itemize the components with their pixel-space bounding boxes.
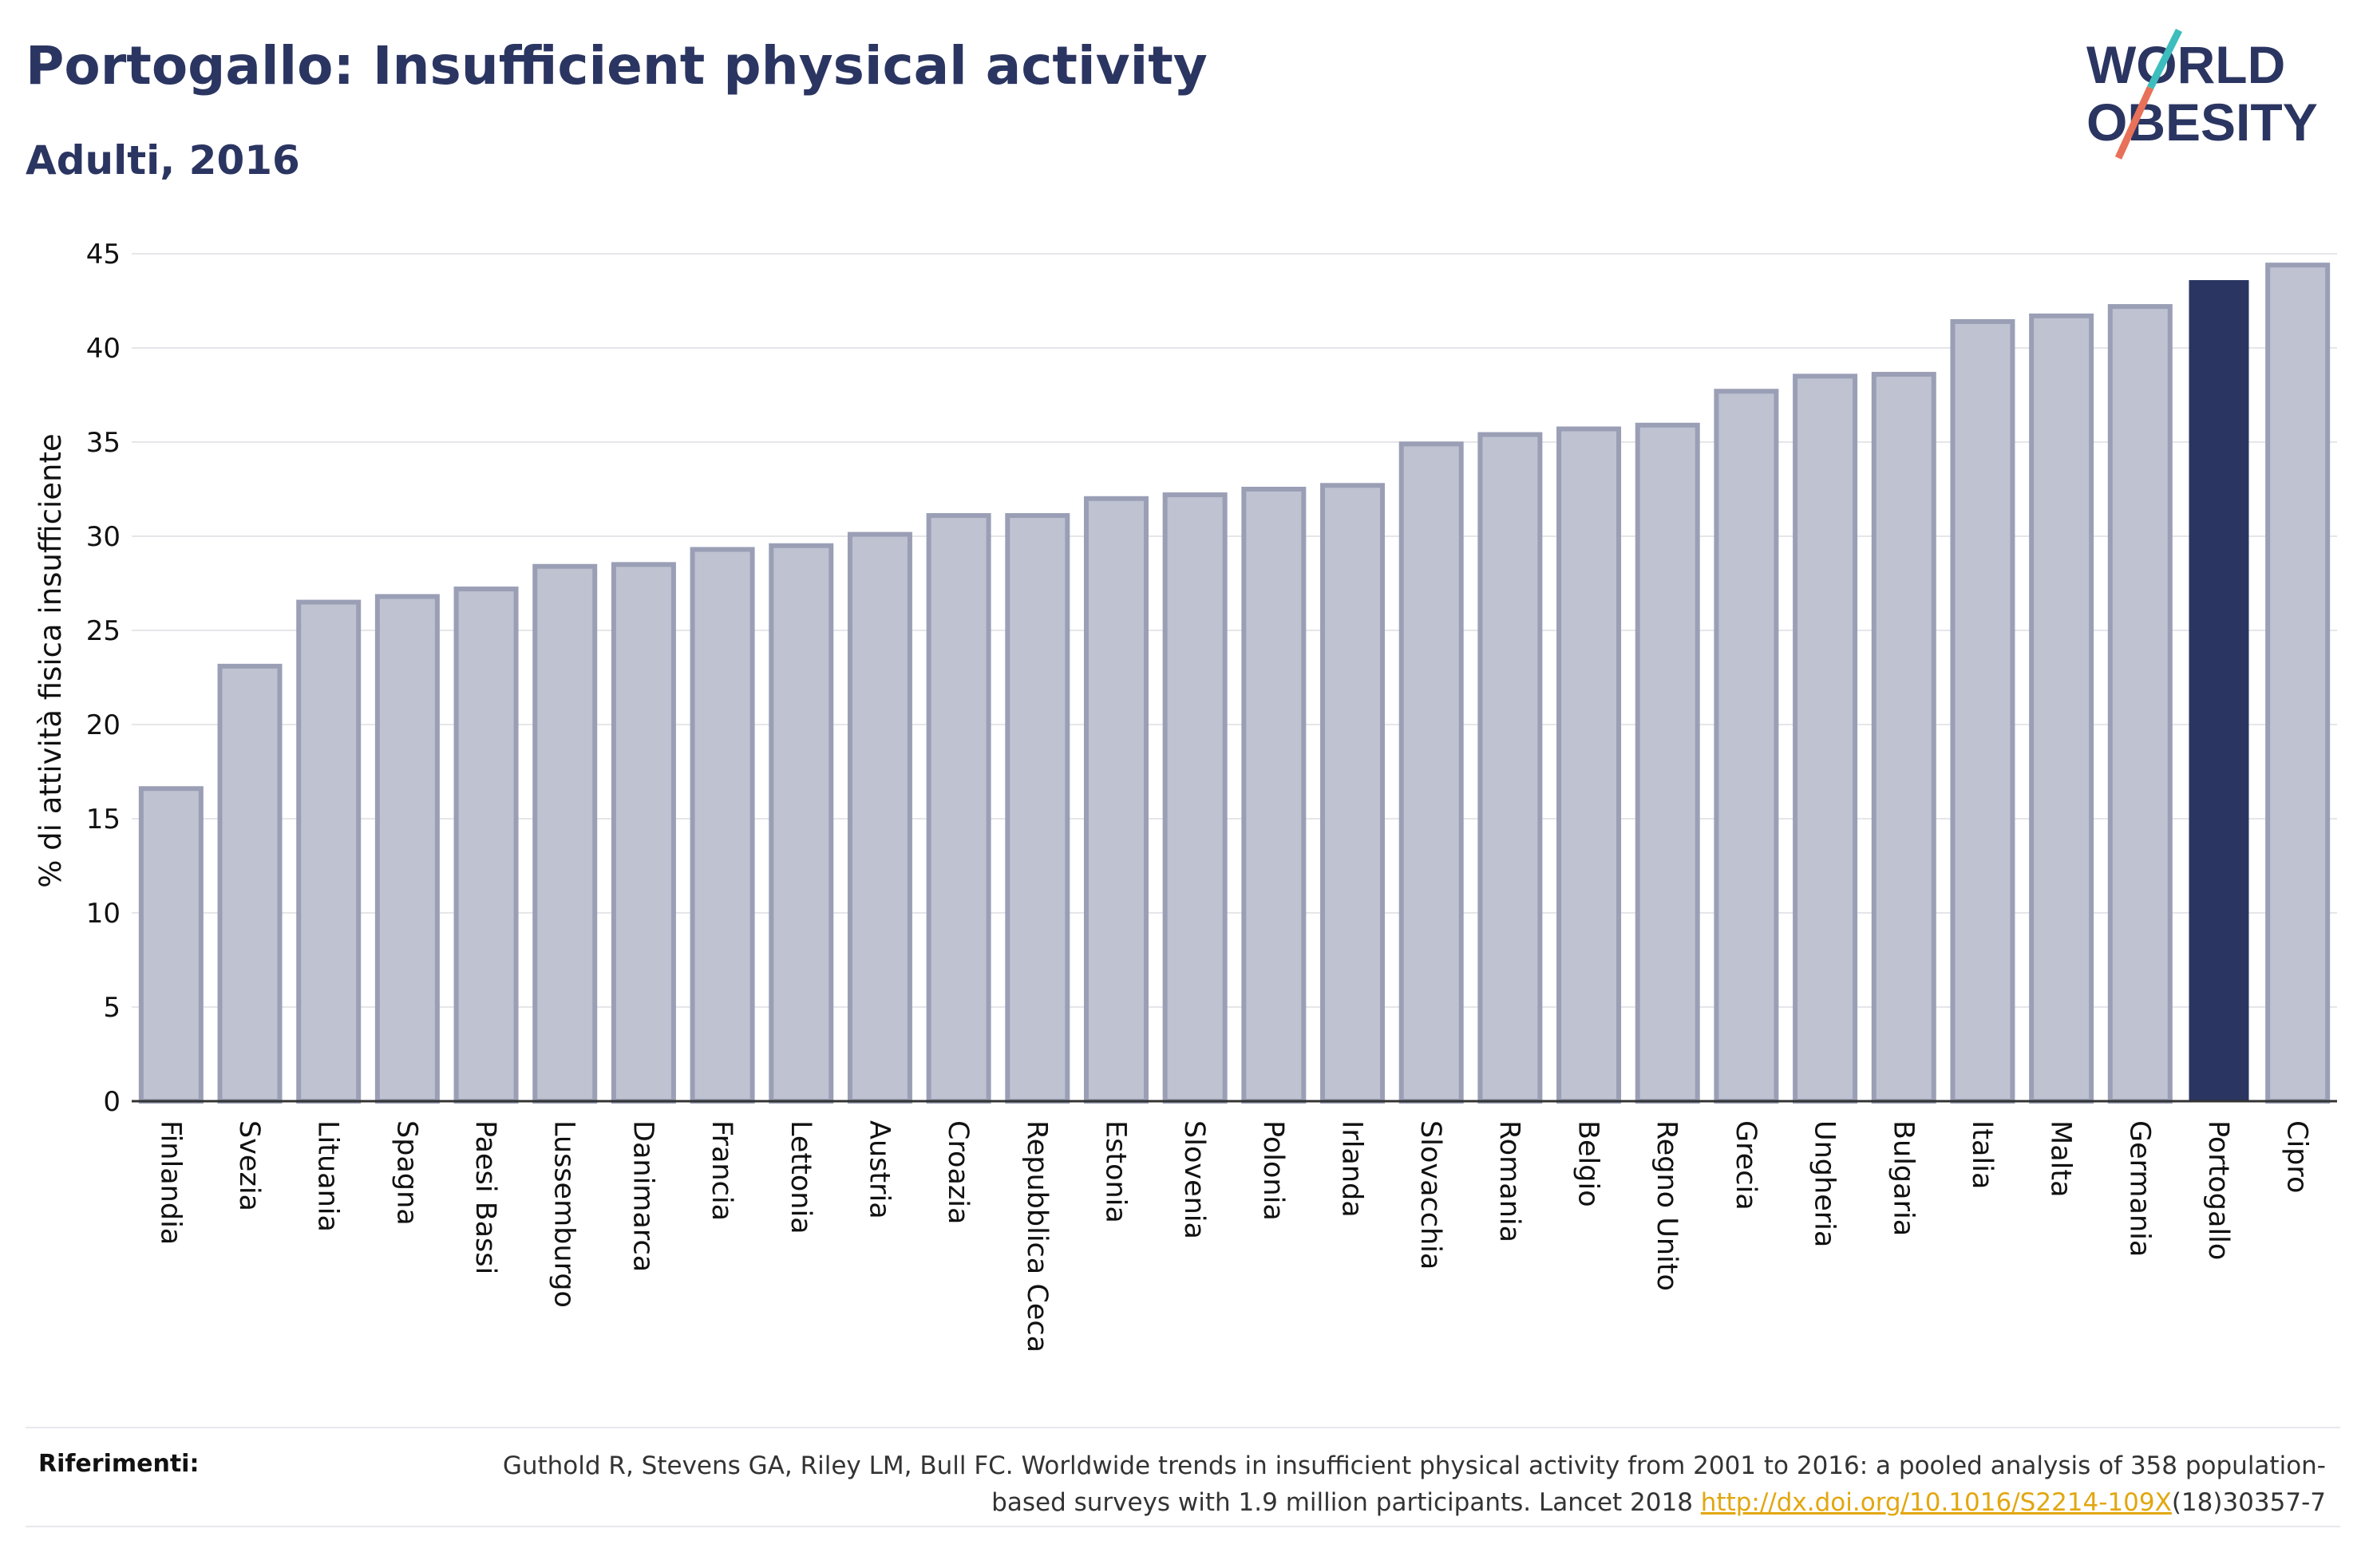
bar-danimarca: [611, 562, 676, 1104]
x-tick-label: Regno Unito: [1651, 1120, 1683, 1291]
bar-belgio: [1556, 426, 1622, 1104]
y-tick-label: 40: [86, 333, 121, 365]
x-tick-label: Belgio: [1572, 1120, 1604, 1207]
y-tick-label: 5: [103, 992, 121, 1024]
x-tick-label: Croazia: [942, 1120, 974, 1224]
bar-croazia: [926, 513, 991, 1104]
bar-finlandia: [138, 786, 204, 1104]
references-citation-suffix: (18)30357-7: [2171, 1488, 2326, 1517]
x-tick-label: Cipro: [2281, 1120, 2313, 1193]
bar-chart: 0 5 10 15 20 25 30 35 40 45 Finlandia Svezia Lituan…: [34, 239, 2337, 1353]
bar-slovacchia: [1398, 441, 1464, 1104]
bar-irlanda: [1320, 483, 1386, 1104]
x-tick-label: Germania: [2123, 1120, 2155, 1257]
x-tick-label: Irlanda: [1336, 1120, 1368, 1218]
bar-ungheria: [1793, 373, 1858, 1104]
x-tick-label: Danimarca: [627, 1120, 658, 1272]
references-doi-link[interactable]: http://dx.doi.org/10.1016/S2214-109X: [1700, 1488, 2172, 1517]
bar-regno-unito: [1635, 422, 1700, 1104]
logo-slash-teal: [2146, 28, 2183, 90]
bar-romania: [1477, 432, 1543, 1104]
x-tick-label: Slovacchia: [1414, 1120, 1446, 1270]
x-tick-label: Spagna: [390, 1120, 422, 1226]
bar-polonia: [1241, 487, 1307, 1104]
y-axis-label: % di attività fisica insufficiente: [34, 433, 68, 888]
x-tick-label: Estonia: [1099, 1120, 1131, 1223]
x-tick-label: Austria: [863, 1120, 895, 1219]
bar-germania: [2107, 304, 2173, 1104]
chart-title: Portogallo: Insufficient physical activi…: [26, 35, 1208, 97]
references-citation: Guthold R, Stevens GA, Riley LM, Bull FC…: [502, 1451, 2326, 1517]
x-tick-label: Ungheria: [1809, 1120, 1841, 1247]
bar-slovenia: [1162, 492, 1228, 1104]
y-tick-label: 20: [86, 709, 121, 741]
bar-lettonia: [769, 543, 834, 1104]
x-tick-label: Slovenia: [1178, 1120, 1210, 1239]
x-tick-label: Lettonia: [785, 1120, 817, 1234]
x-tick-label: Portogallo: [2202, 1120, 2234, 1260]
bar-estonia: [1083, 496, 1149, 1104]
references-text: Guthold R, Stevens GA, Riley LM, Bull FC…: [490, 1448, 2326, 1521]
x-tick-label: Malta: [2045, 1120, 2077, 1198]
bar-grecia: [1714, 389, 1779, 1104]
bar-repubblica-ceca: [1005, 513, 1070, 1104]
x-tick-label: Romania: [1493, 1120, 1525, 1242]
x-tick-label: Svezia: [233, 1120, 265, 1211]
x-tick-label: Finlandia: [154, 1120, 186, 1245]
x-tick-label: Repubblica Ceca: [1021, 1120, 1053, 1353]
bar-svezia: [217, 663, 283, 1104]
bar-bulgaria: [1871, 372, 1936, 1104]
chart-subtitle: Adulti, 2016: [26, 137, 300, 184]
x-tick-labels: Finlandia Svezia Lituania Spagna Paesi Bassi…: [154, 1120, 2312, 1353]
bar-francia: [690, 547, 755, 1104]
bar-paesi-bassi: [453, 587, 519, 1104]
y-tick-label: 30: [86, 521, 121, 553]
x-tick-label: Lituania: [312, 1120, 344, 1232]
bar-cipro: [2265, 263, 2331, 1104]
world-obesity-logo: WORLD OBESITY: [2086, 28, 2318, 160]
footer-divider-top: [26, 1427, 2340, 1428]
x-tick-label: Francia: [706, 1120, 738, 1221]
y-tick-label: 35: [86, 427, 121, 459]
references-label: Riferimenti:: [38, 1450, 200, 1478]
y-tick-label: 15: [86, 804, 121, 835]
y-tick-label: 0: [103, 1086, 121, 1118]
y-tick-label: 25: [86, 615, 121, 647]
logo-line-1: WORLD: [2086, 35, 2285, 94]
bar-austria: [847, 531, 912, 1104]
logo-slash-coral: [2114, 86, 2154, 160]
y-tick-labels: 0 5 10 15 20 25 30 35 40 45: [86, 239, 121, 1118]
bar-spagna: [374, 594, 440, 1104]
x-tick-label: Italia: [1966, 1120, 1998, 1189]
x-tick-label: Polonia: [1257, 1120, 1289, 1221]
x-tick-label: Bulgaria: [1887, 1120, 1919, 1236]
y-tick-label: 45: [86, 239, 121, 271]
x-tick-label: Lussemburgo: [548, 1120, 580, 1308]
x-tick-label: Grecia: [1730, 1120, 1762, 1211]
x-tick-label: Paesi Bassi: [469, 1120, 501, 1274]
footer-divider-bottom: [26, 1526, 2340, 1527]
bar-lussemburgo: [532, 563, 598, 1104]
bars: [138, 263, 2331, 1104]
bar-lituania: [296, 599, 362, 1104]
y-tick-label: 10: [86, 898, 121, 930]
bar-portogallo: [2189, 280, 2249, 1101]
bar-italia: [1950, 318, 2015, 1104]
bar-malta: [2029, 313, 2094, 1104]
